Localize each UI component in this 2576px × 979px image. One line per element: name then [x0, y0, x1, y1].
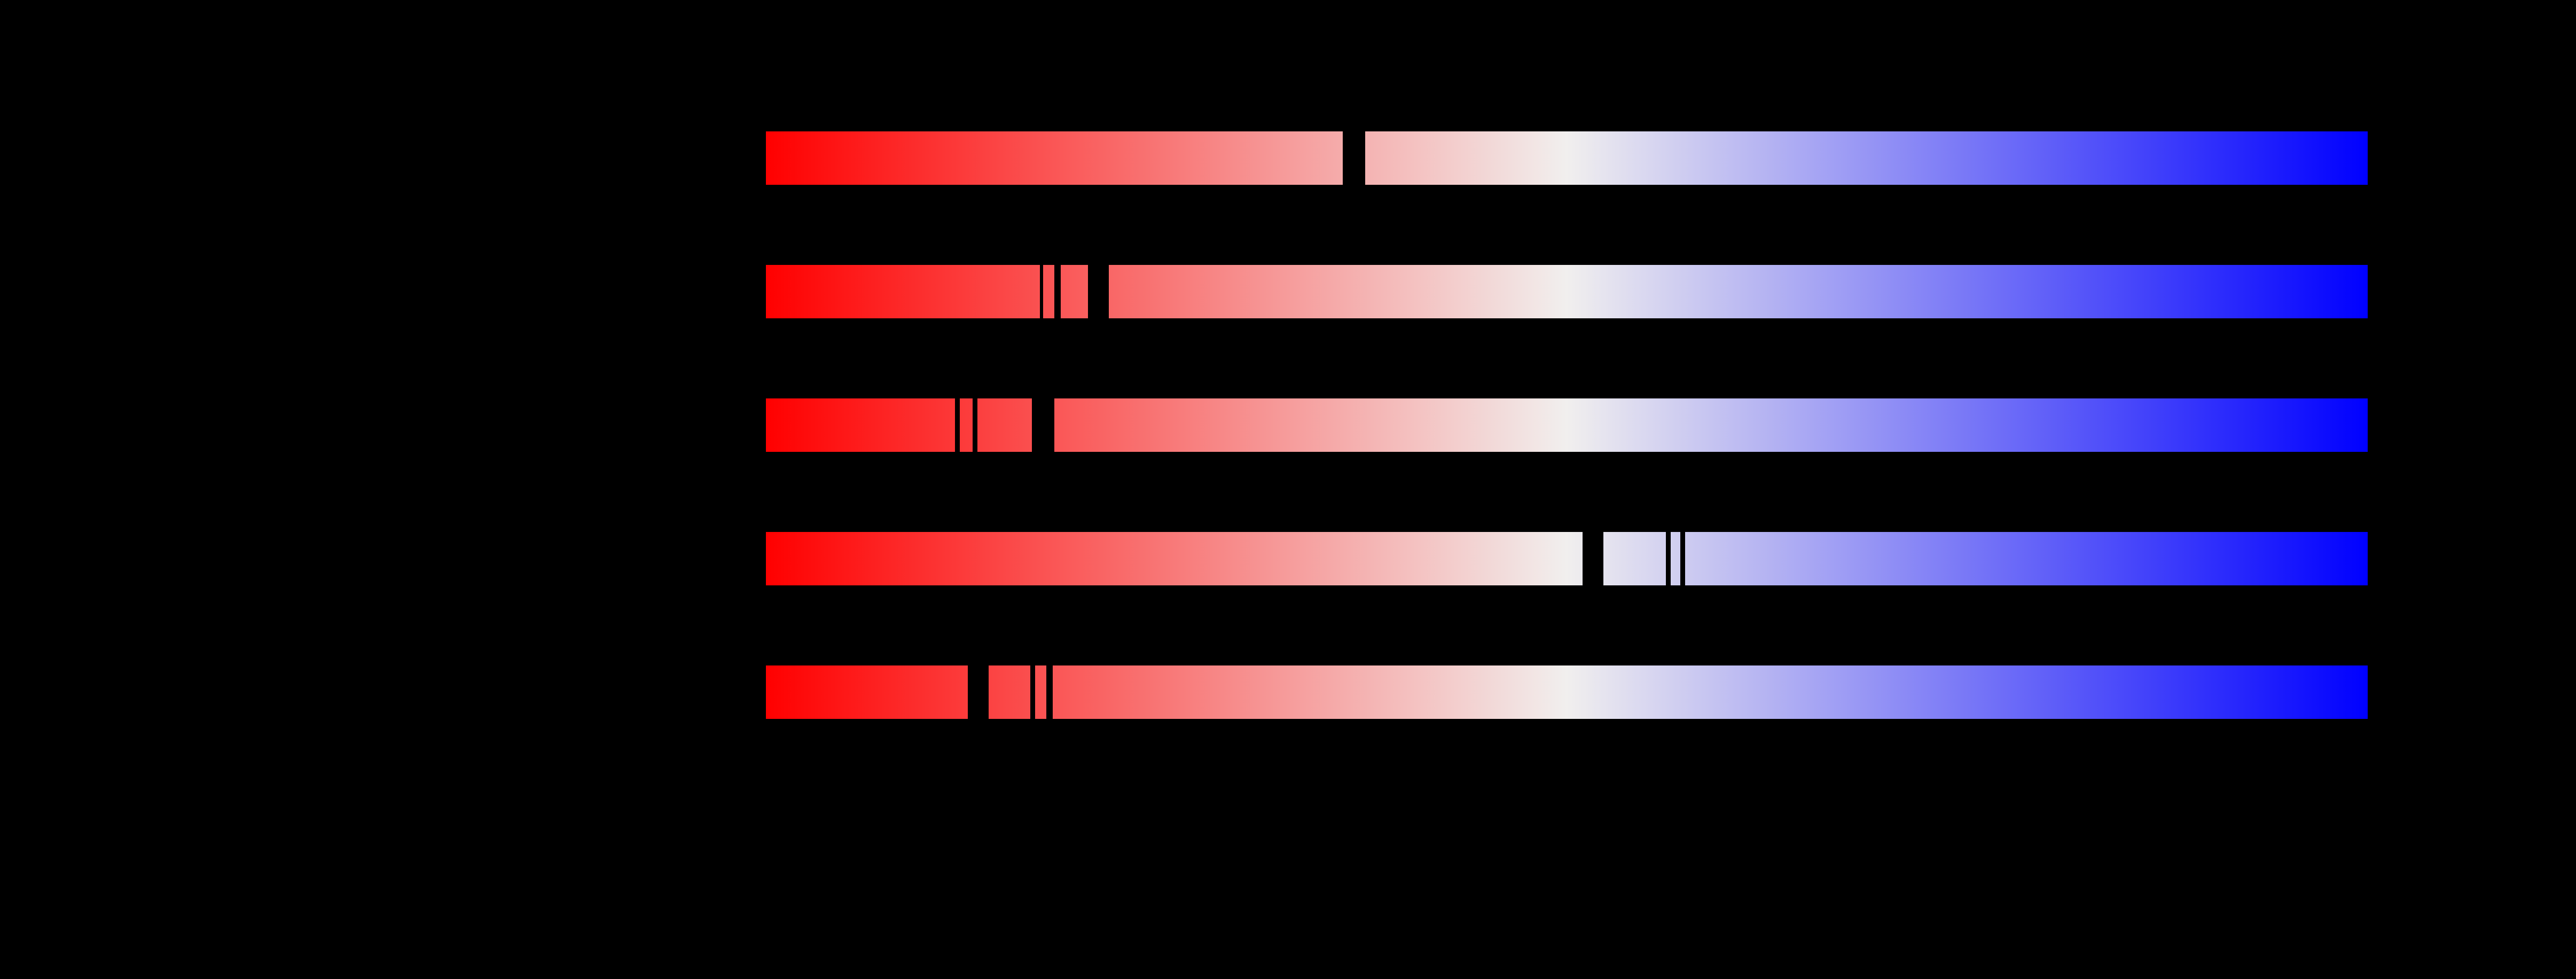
- bar-5-gap-marker: [967, 665, 989, 719]
- bar-5-gap-marker: [1046, 665, 1053, 719]
- bar-4-gap-marker: [1680, 532, 1686, 585]
- bar-2-gap-marker: [1054, 265, 1061, 318]
- bar-2-gap-marker: [1039, 265, 1043, 318]
- gradient-bar-3: [766, 398, 2368, 452]
- bar-3-gap-marker: [1031, 398, 1054, 452]
- gradient-bar-1: [766, 131, 2368, 185]
- bar-4-gap-marker: [1583, 532, 1604, 585]
- bar-3-gap-marker: [954, 398, 960, 452]
- bar-3-gap-marker: [972, 398, 977, 452]
- bar-1-gap-marker: [1342, 131, 1365, 185]
- bar-4-gap-marker: [1666, 532, 1671, 585]
- gradient-bar-2: [766, 265, 2368, 318]
- gradient-bar-4: [766, 532, 2368, 585]
- bar-2-gap-marker: [1087, 265, 1109, 318]
- gradient-bar-5: [766, 665, 2368, 719]
- bar-5-gap-marker: [1030, 665, 1035, 719]
